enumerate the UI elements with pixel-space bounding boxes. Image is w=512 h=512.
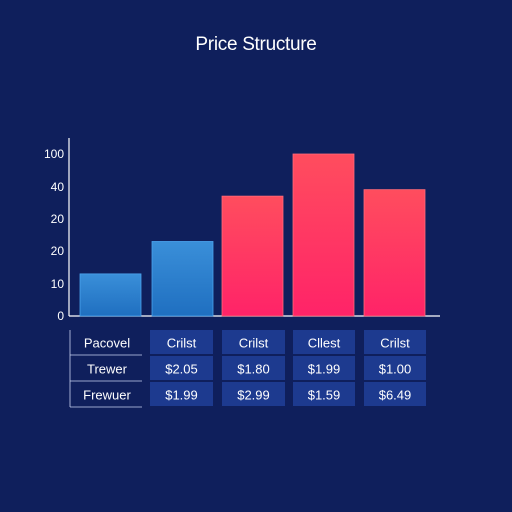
y-tick-label: 20 xyxy=(51,244,65,258)
table-row-label: Pacovel xyxy=(84,336,130,351)
table-cell: Cllest xyxy=(308,336,341,351)
table-cell: $2.05 xyxy=(165,362,198,377)
table-cell-bg xyxy=(293,330,355,354)
table-cell-bg xyxy=(222,356,285,380)
table-cell-bg xyxy=(364,382,426,406)
table-row-label: Trewer xyxy=(87,362,128,377)
table-cell-bg xyxy=(293,356,355,380)
table-cell: Crilst xyxy=(239,336,269,351)
y-tick-label: 20 xyxy=(51,212,65,226)
table-row-label: Frewuer xyxy=(83,388,131,403)
table-cell-bg xyxy=(150,356,213,380)
chart-title: Price Structure xyxy=(195,34,317,55)
table-cell: $6.49 xyxy=(379,388,412,403)
table-cell-bg xyxy=(293,382,355,406)
table-cell-bg xyxy=(222,382,285,406)
table-cell: $1.00 xyxy=(379,362,412,377)
bar-2 xyxy=(151,241,214,317)
table-cell-bg xyxy=(364,330,426,354)
table-cell: Crilst xyxy=(167,336,197,351)
table-cell-bg xyxy=(150,382,213,406)
table-cell-bg xyxy=(222,330,285,354)
bar-5 xyxy=(363,189,426,317)
y-tick-label: 100 xyxy=(44,147,64,161)
bar-3 xyxy=(221,195,284,317)
table-cell-bg xyxy=(150,330,213,354)
table-cell: Crilst xyxy=(380,336,410,351)
y-tick-label: 40 xyxy=(51,180,65,194)
y-tick-label: 10 xyxy=(51,277,65,291)
table-cell: $1.59 xyxy=(308,388,341,403)
table-cell-bg xyxy=(364,356,426,380)
y-tick-label: 0 xyxy=(57,309,64,323)
bar-1 xyxy=(79,273,142,317)
table-cell: $2.99 xyxy=(237,388,270,403)
table-cell: $1.99 xyxy=(308,362,341,377)
table-cell: $1.80 xyxy=(237,362,270,377)
table-cell: $1.99 xyxy=(165,388,198,403)
bar-4 xyxy=(292,153,355,317)
